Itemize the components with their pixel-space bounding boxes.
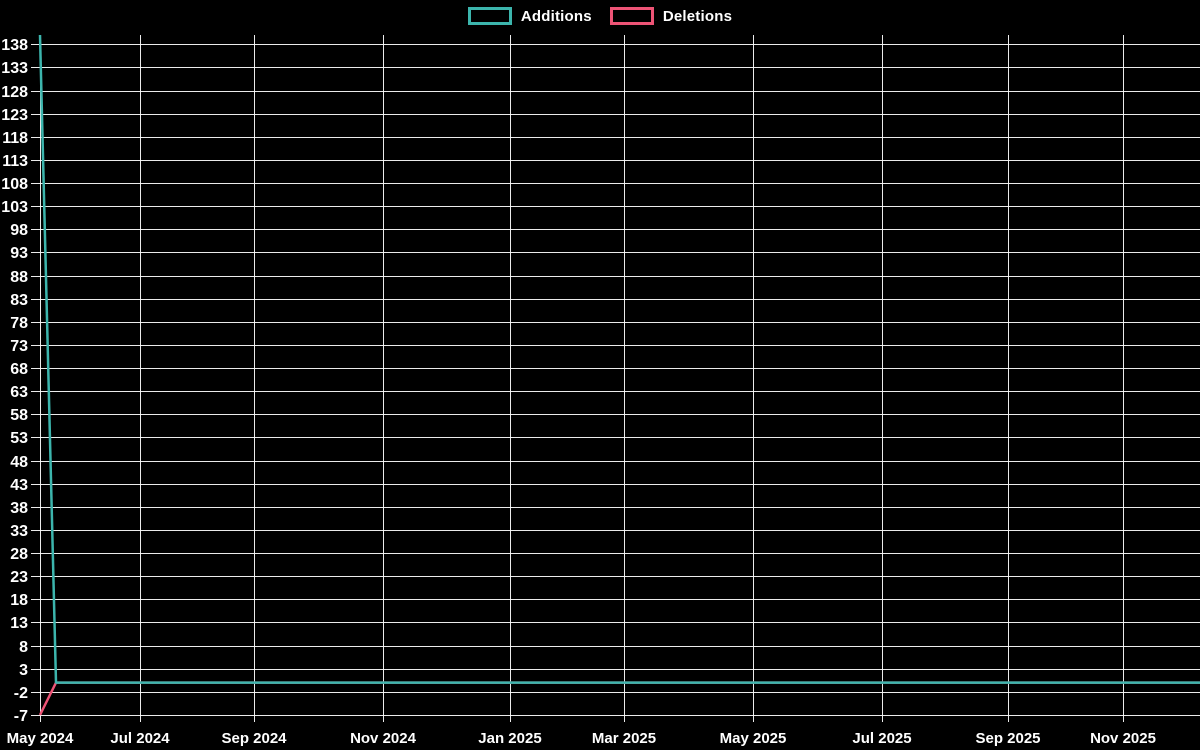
y-tick-label: 118 [2,130,28,147]
y-axis-labels: 1381331281231181131081039893888378736863… [1,37,28,725]
x-tick-label: Nov 2025 [1090,730,1156,747]
x-axis-labels: May 2024 Jul 2024 Sep 2024 Nov 2024 Jan 2025… [7,730,1156,747]
y-tick-label: 28 [10,546,28,563]
y-tick-label: 88 [10,269,28,286]
y-tick-label: 8 [19,639,28,656]
y-tick-label: 43 [10,477,28,494]
y-tick-label: 63 [10,384,28,401]
additions-swatch-icon [467,7,512,25]
x-gridlines [40,35,1124,722]
y-tick-label: 123 [1,107,28,124]
y-tick-label: 113 [2,153,28,170]
legend-item-deletions[interactable]: Deletions [609,7,733,25]
legend-item-additions[interactable]: Additions [467,7,592,25]
y-tick-label: 53 [10,430,28,447]
x-tick-label: Sep 2025 [975,730,1040,747]
y-tick-label: 33 [10,523,28,540]
y-tick-label: 18 [10,592,28,609]
y-tick-label: 13 [10,615,28,632]
y-tick-label: -7 [14,708,28,725]
x-tick-label: May 2024 [7,730,74,747]
y-tick-label: 138 [1,37,28,54]
x-tick-label: Nov 2024 [350,730,417,747]
y-tick-label: 58 [10,407,28,424]
y-tick-label: 68 [10,361,28,378]
y-tick-label: 38 [10,500,28,517]
y-tick-label: 103 [1,199,28,216]
y-tick-label: 23 [10,569,28,586]
deletions-swatch-icon [609,7,654,25]
x-tick-label: Jan 2025 [478,730,541,747]
x-tick-label: Jul 2025 [852,730,911,747]
y-tick-label: 73 [10,338,28,355]
x-tick-label: May 2025 [720,730,787,747]
y-tick-label: 3 [19,662,28,679]
y-tick-label: -2 [14,685,28,702]
y-tick-label: 98 [10,222,28,239]
additions-line [38,34,1200,684]
y-tick-label: 133 [1,60,28,77]
legend-label-additions: Additions [520,7,592,25]
y-tick-label: 48 [10,454,28,471]
y-tick-label: 78 [10,315,28,332]
x-tick-label: Jul 2024 [110,730,170,747]
deletions-line [38,681,1200,716]
y-gridlines [31,44,1200,716]
y-tick-label: 93 [10,245,28,262]
legend-label-deletions: Deletions [662,7,733,25]
x-tick-label: Mar 2025 [592,730,656,747]
y-tick-label: 108 [1,176,28,193]
chart-legend: Additions Deletions [0,7,1200,25]
y-tick-label: 128 [1,84,28,101]
y-tick-label: 83 [10,292,28,309]
x-tick-label: Sep 2024 [221,730,287,747]
